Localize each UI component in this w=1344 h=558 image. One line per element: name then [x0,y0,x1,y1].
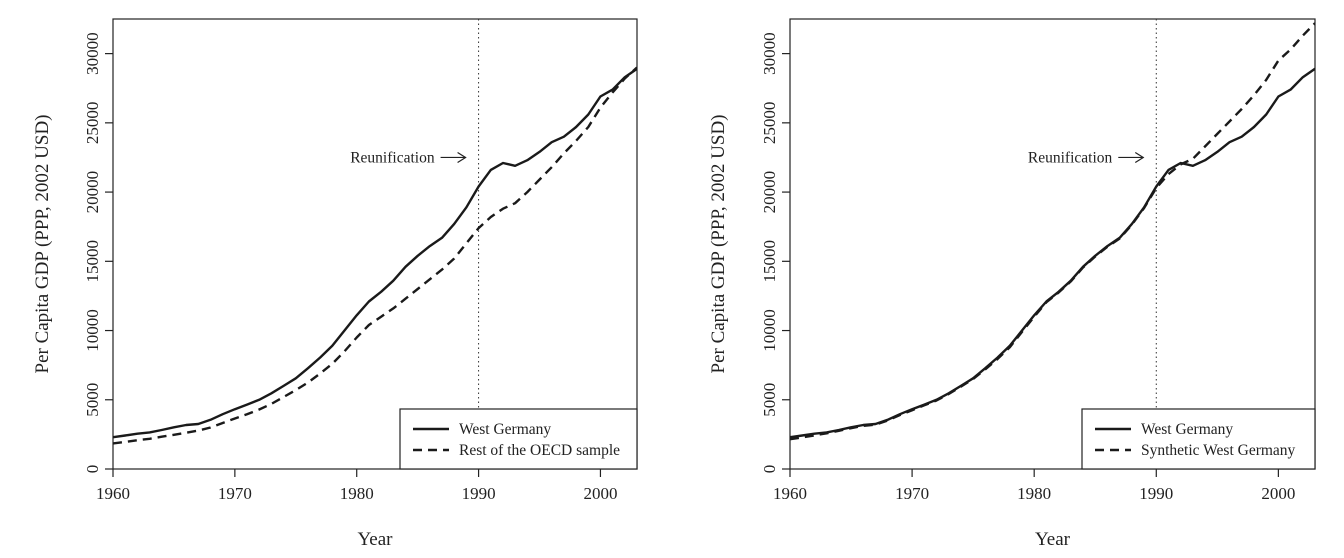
legend-label: Synthetic West Germany [1141,442,1296,459]
y-tick-label: 30000 [760,32,779,75]
y-tick-label: 10000 [760,309,779,352]
x-tick-label: 1980 [1017,484,1051,503]
y-axis-title: Per Capita GDP (PPP, 2002 USD) [32,115,53,374]
series-line-synthetic-west-germany [790,22,1315,441]
x-tick-label: 2000 [1261,484,1295,503]
y-tick-label: 30000 [83,32,102,75]
series-line-west-germany [113,67,637,439]
x-tick-label: 1960 [96,484,130,503]
y-tick-label: 10000 [83,309,102,352]
y-tick-label: 15000 [83,240,102,283]
y-tick-label: 0 [83,465,102,474]
y-axis-title: Per Capita GDP (PPP, 2002 USD) [708,115,729,374]
legend-box [1081,408,1316,470]
legend: West Germany Synthetic West Germany [1081,408,1316,470]
series-line-rest-of-the-oecd-sample [113,66,637,445]
x-tick-label: 1970 [218,484,252,503]
y-tick-label: 15000 [760,240,779,283]
y-tick-label: 25000 [83,102,102,145]
left-chart: 1960 1970 1980 1990 200005000100001500020000… [32,18,638,550]
y-tick-label: 25000 [760,102,779,145]
y-tick-label: 0 [760,465,779,474]
x-axis-title: Year [1035,529,1071,550]
x-tick-label: 1990 [462,484,496,503]
x-tick-label: 1970 [895,484,929,503]
reunification-label: Reunification [350,149,435,166]
reunification-label: Reunification [1028,149,1113,166]
legend-label: West Germany [1141,421,1233,438]
legend: West Germany Rest of the OECD sample [399,408,638,470]
x-tick-label: 1980 [340,484,374,503]
reunification-arrow-head [457,151,467,163]
plot-frame [789,18,1316,470]
y-tick-label: 5000 [760,383,779,417]
y-tick-label: 5000 [83,383,102,417]
y-tick-label: 20000 [760,171,779,214]
legend-label: West Germany [459,421,551,438]
right-chart: 1960 1970 1980 1990 200005000100001500020000… [708,18,1316,550]
y-tick-label: 20000 [83,171,102,214]
x-tick-label: 2000 [583,484,617,503]
series-line-west-germany [790,67,1315,439]
x-tick-label: 1960 [773,484,807,503]
legend-box [399,408,638,470]
plot-frame [112,18,638,470]
x-axis-title: Year [357,529,393,550]
x-tick-label: 1990 [1139,484,1173,503]
reunification-arrow-head [1134,151,1145,163]
legend-label: Rest of the OECD sample [459,442,620,459]
